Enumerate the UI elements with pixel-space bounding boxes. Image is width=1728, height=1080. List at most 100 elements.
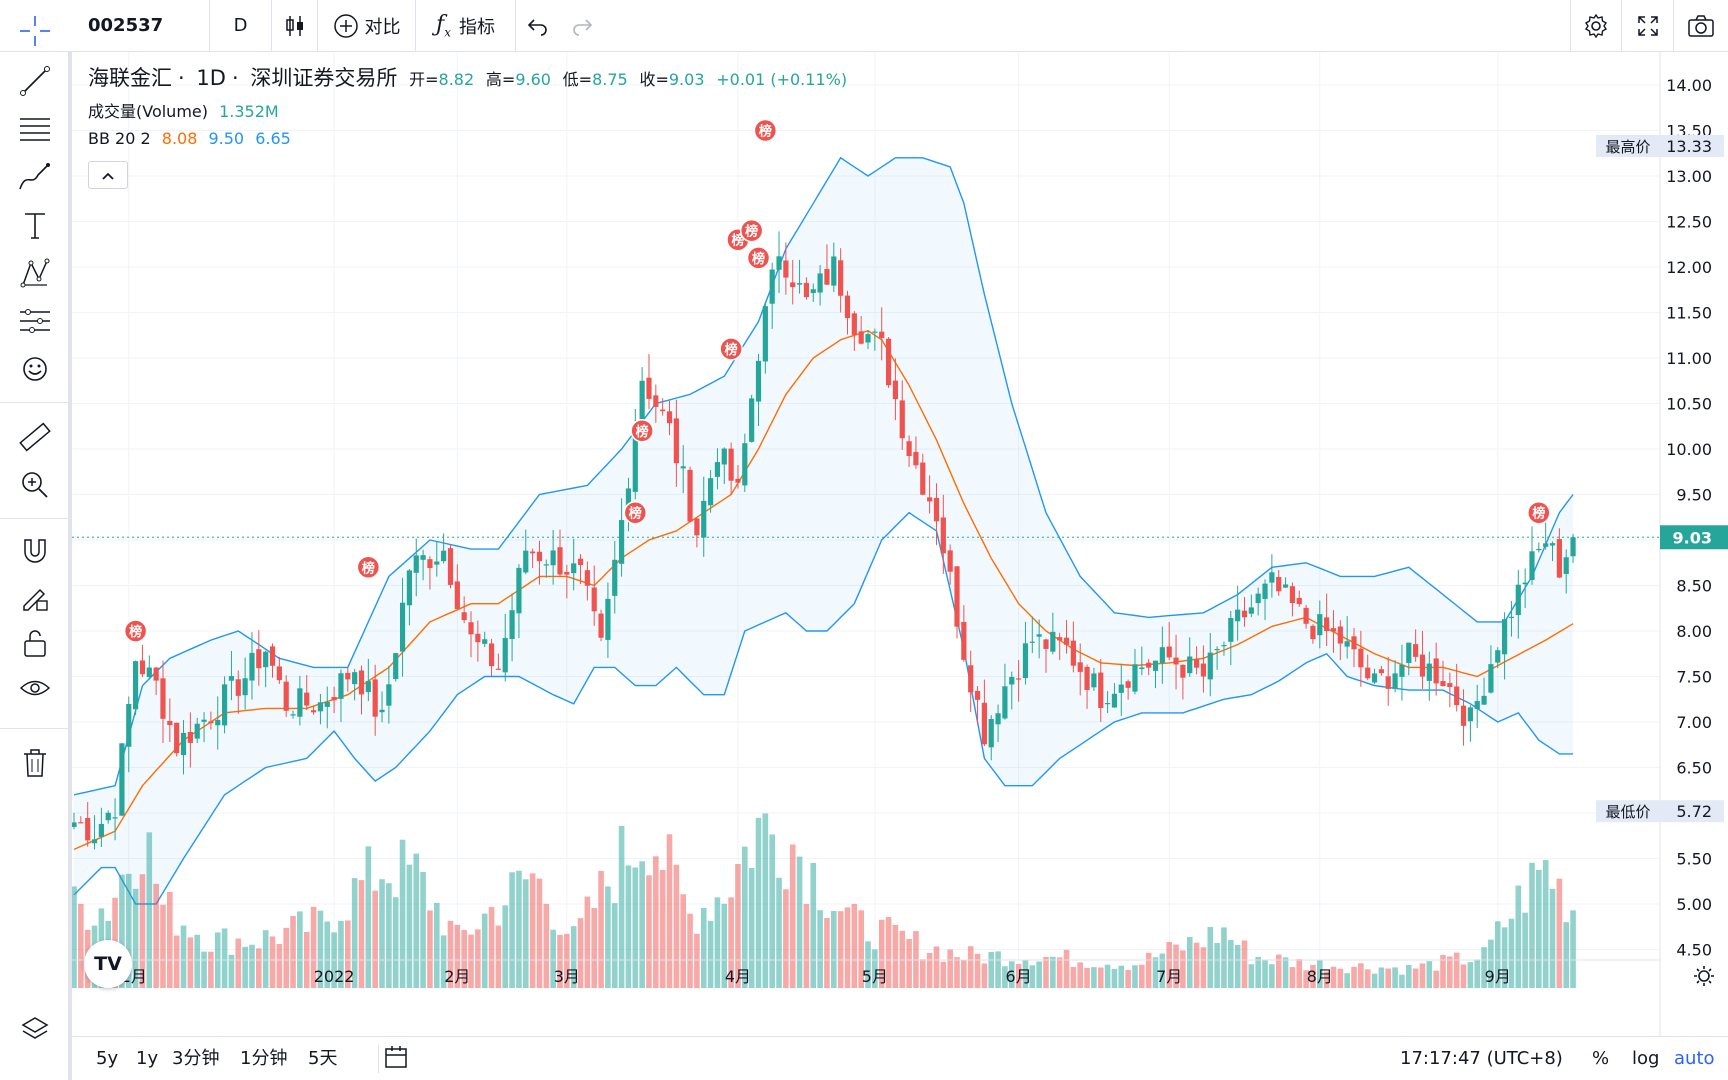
candle-body xyxy=(495,668,501,670)
range-3min[interactable]: 3分钟 xyxy=(172,1048,220,1069)
crosshair-icon[interactable] xyxy=(14,10,56,52)
volume-bar xyxy=(461,929,467,988)
bottom-toolbar: 5y 1y 3分钟 1分钟 5天 17:17:47 (UTC+8) % log … xyxy=(72,1036,1728,1080)
ranking-marker[interactable] xyxy=(1527,500,1551,525)
range-1min[interactable]: 1分钟 xyxy=(240,1048,288,1069)
volume-bar xyxy=(1378,967,1385,988)
range-5y[interactable]: 5y xyxy=(96,1048,119,1069)
axis-settings-icon[interactable] xyxy=(1694,966,1714,986)
range-5d[interactable]: 5天 xyxy=(308,1048,338,1069)
candle-body xyxy=(1002,686,1008,719)
ranking-marker[interactable] xyxy=(753,118,778,143)
symbol-search[interactable]: 002537 xyxy=(72,0,210,51)
indicators-button[interactable]: ƒx 指标 xyxy=(416,0,516,51)
volume-bar xyxy=(680,894,687,988)
prediction-icon[interactable] xyxy=(14,300,56,342)
text-tool-icon[interactable] xyxy=(14,204,56,246)
ranking-marker-label: 榜 xyxy=(752,251,765,267)
candle-body xyxy=(680,466,686,469)
ranking-marker[interactable] xyxy=(356,555,381,580)
redo-button[interactable] xyxy=(560,0,604,51)
calendar-icon[interactable] xyxy=(382,1043,410,1071)
volume-bar xyxy=(167,891,173,988)
candle-body xyxy=(687,469,693,522)
fullscreen-button[interactable] xyxy=(1622,0,1674,51)
ranking-marker[interactable] xyxy=(746,246,771,270)
candle-body xyxy=(1515,584,1521,616)
drawing-mode-icon[interactable] xyxy=(14,576,56,618)
candle-body xyxy=(961,621,967,660)
legend-volume: 成交量(Volume) 1.352M xyxy=(88,98,285,122)
candle-body xyxy=(1330,628,1337,632)
ranking-marker[interactable] xyxy=(623,500,648,525)
log-toggle[interactable]: log xyxy=(1632,1048,1660,1069)
candle-body xyxy=(399,602,406,652)
date-range-button[interactable] xyxy=(378,1045,379,1073)
layers-icon[interactable] xyxy=(14,1008,56,1050)
pattern-icon[interactable] xyxy=(14,252,56,294)
candle-body xyxy=(146,667,152,677)
brush-icon[interactable] xyxy=(14,156,56,198)
volume-bar xyxy=(1481,947,1487,988)
candle-body xyxy=(1399,664,1405,677)
volume-bar xyxy=(276,944,283,988)
candle-body xyxy=(1563,557,1569,574)
candle-body xyxy=(530,551,536,554)
auto-toggle[interactable]: auto xyxy=(1674,1048,1715,1069)
candle-body xyxy=(372,679,378,717)
volume-bar xyxy=(878,919,885,988)
candle-body xyxy=(1269,572,1275,583)
plus-circle-icon xyxy=(333,13,359,39)
candle-body xyxy=(543,564,549,566)
volume-bar xyxy=(1385,968,1392,988)
fib-lines-icon[interactable] xyxy=(14,108,56,150)
eye-icon[interactable] xyxy=(14,668,56,710)
settings-button[interactable] xyxy=(1570,0,1622,51)
candle-body xyxy=(783,260,789,278)
trend-line-icon[interactable] xyxy=(14,60,56,102)
candle-body xyxy=(139,660,146,675)
candle-body xyxy=(892,380,898,400)
legend-collapse-button[interactable] xyxy=(88,161,128,189)
ranking-marker[interactable] xyxy=(719,337,743,361)
candle-body xyxy=(913,451,919,466)
candle-body xyxy=(1043,639,1049,649)
candle-body xyxy=(920,462,926,495)
candle-body xyxy=(1057,637,1063,641)
volume-bar xyxy=(475,929,481,988)
ruler-icon[interactable] xyxy=(14,416,56,458)
chart-style-button[interactable] xyxy=(272,0,318,51)
lock-icon[interactable] xyxy=(14,622,56,664)
price-axis[interactable]: 4.505.005.506.006.507.007.508.008.509.00… xyxy=(1596,52,1728,1036)
volume-bar xyxy=(591,908,598,988)
candle-body xyxy=(721,448,727,465)
candle-body xyxy=(167,720,173,726)
ranking-marker[interactable] xyxy=(123,619,148,643)
volume-bar xyxy=(1145,952,1152,988)
zoom-in-icon[interactable] xyxy=(14,464,56,506)
range-1y[interactable]: 1y xyxy=(136,1048,159,1069)
magnet-icon[interactable] xyxy=(14,530,56,572)
percent-toggle[interactable]: % xyxy=(1592,1048,1610,1069)
interval-button[interactable]: D xyxy=(210,0,272,51)
bollinger-band xyxy=(72,156,1660,905)
tradingview-logo-icon[interactable]: TV xyxy=(84,940,132,988)
volume-bar xyxy=(1488,939,1494,988)
clock-time[interactable]: 17:17:47 (UTC+8) xyxy=(1400,1048,1563,1069)
compare-button[interactable]: 对比 xyxy=(318,0,416,51)
screenshot-button[interactable] xyxy=(1674,0,1728,51)
candle-body xyxy=(974,690,981,700)
toolbar-divider xyxy=(0,518,68,519)
volume-bar xyxy=(1111,968,1118,988)
trash-icon[interactable] xyxy=(14,742,56,784)
emoji-icon[interactable] xyxy=(14,348,56,390)
volume-bar xyxy=(646,875,652,988)
gear-icon xyxy=(1583,13,1609,39)
ranking-marker[interactable] xyxy=(630,419,654,443)
candle-body xyxy=(1187,656,1193,674)
undo-button[interactable] xyxy=(516,0,560,51)
function-icon: ƒx xyxy=(436,11,451,40)
ranking-marker[interactable] xyxy=(739,218,764,243)
volume-bar xyxy=(78,903,84,988)
